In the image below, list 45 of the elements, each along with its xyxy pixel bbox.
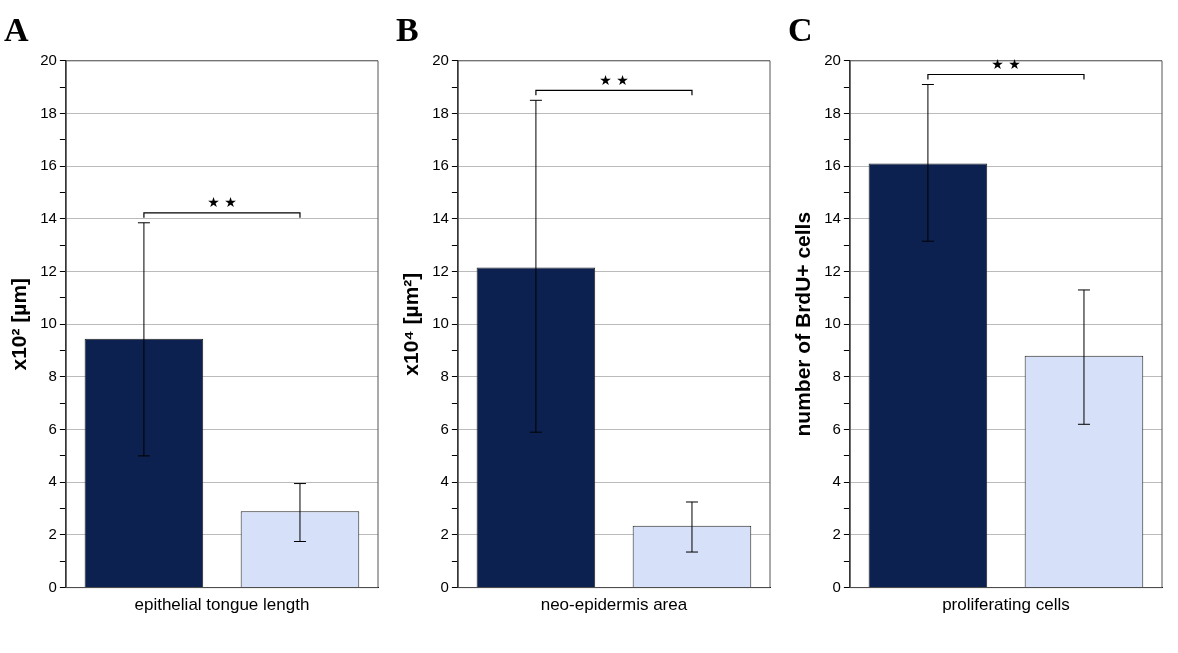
chart-title: B — [396, 11, 419, 49]
y-tick-label: 20 — [432, 50, 449, 68]
y-tick-label: 2 — [440, 525, 449, 543]
annotation: ★ ★ — [991, 56, 1021, 73]
y-tick-label: 14 — [40, 208, 57, 226]
y-axis-title: x10⁴ [µm²] — [399, 272, 423, 376]
y-tick-label: 20 — [824, 50, 841, 68]
y-tick-label: 4 — [48, 472, 57, 490]
y-tick-label: 12 — [432, 261, 449, 279]
y-tick-label: 8 — [832, 367, 841, 385]
y-tick-label: 0 — [440, 577, 449, 595]
y-tick-label: 20 — [40, 50, 57, 68]
y-tick-label: 14 — [824, 208, 841, 226]
y-tick-label: 18 — [40, 103, 57, 121]
y-tick-label: 2 — [832, 525, 841, 543]
y-tick-label: 6 — [832, 419, 841, 437]
chart-title: A — [4, 11, 29, 49]
y-tick-label: 10 — [824, 314, 841, 332]
y-tick-label: 4 — [832, 472, 841, 490]
y-tick-label: 16 — [40, 156, 57, 174]
y-tick-label: 2 — [48, 525, 57, 543]
y-tick-label: 0 — [48, 577, 57, 595]
y-tick-label: 8 — [440, 367, 449, 385]
y-tick-label: 16 — [432, 156, 449, 174]
y-tick-label: 6 — [48, 419, 57, 437]
x-axis-title: epithelial tongue length — [134, 595, 310, 615]
y-tick-label: 10 — [40, 314, 57, 332]
y-tick-label: 14 — [432, 208, 449, 226]
annotation: ★ ★ — [599, 71, 629, 88]
y-axis-title: number of BrdU+ cells — [791, 211, 815, 437]
x-axis-title: proliferating cells — [942, 595, 1070, 615]
y-tick-label: 12 — [40, 261, 57, 279]
y-tick-label: 18 — [432, 103, 449, 121]
y-axis-title: x10² [µm] — [7, 277, 31, 371]
y-tick-label: 6 — [440, 419, 449, 437]
y-tick-label: 10 — [432, 314, 449, 332]
x-axis-title: neo-epidermis area — [540, 595, 688, 615]
y-tick-label: 8 — [48, 367, 57, 385]
y-tick-label: 0 — [832, 577, 841, 595]
y-tick-label: 12 — [824, 261, 841, 279]
y-tick-label: 16 — [824, 156, 841, 174]
y-tick-label: 4 — [440, 472, 449, 490]
chart-title: C — [788, 11, 813, 49]
y-tick-label: 18 — [824, 103, 841, 121]
annotation: ★ ★ — [207, 194, 237, 211]
